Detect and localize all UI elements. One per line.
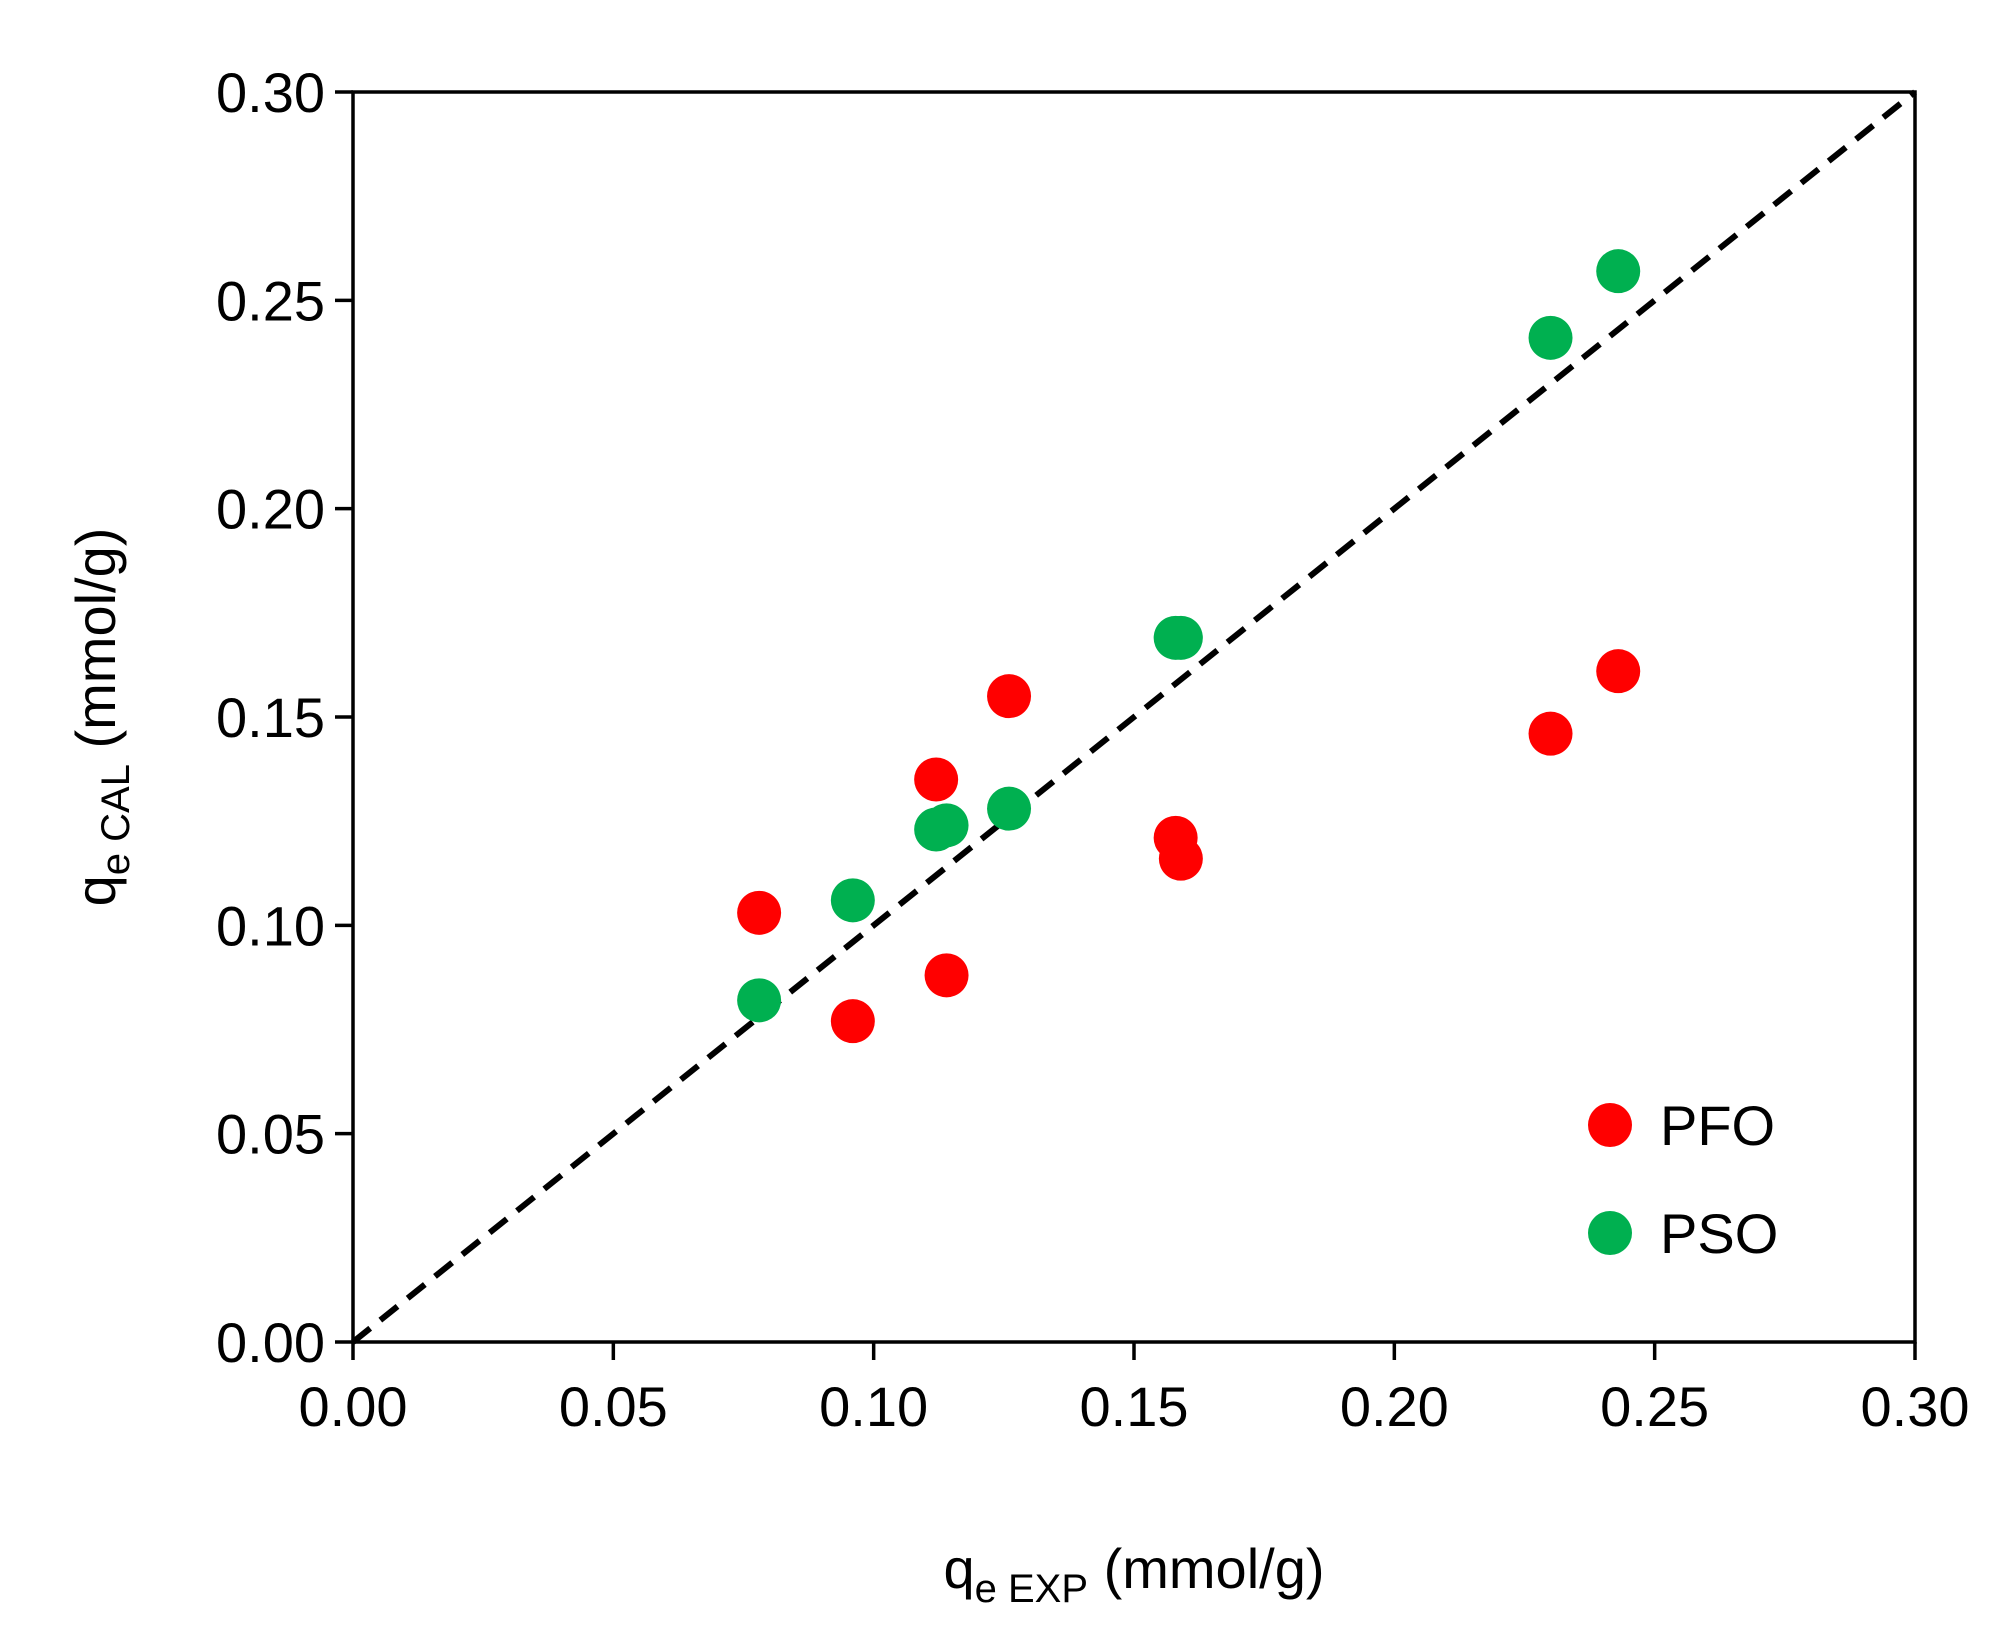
point-pso-5	[987, 786, 1032, 831]
y-tick-label: 0.05	[216, 1103, 325, 1166]
series-pfo	[737, 649, 1641, 1044]
x-axis-title: qe EXP (mmol/g)	[943, 1537, 1324, 1611]
point-pso-1	[737, 978, 782, 1023]
point-pso-2	[830, 878, 875, 923]
x-axis-title-sub: e EXP	[975, 1567, 1088, 1611]
legend-item-pso: PSO	[1588, 1202, 1778, 1265]
x-tick-label: 0.20	[1340, 1375, 1449, 1438]
y-axis-title-unit: (mmol/g)	[64, 528, 127, 764]
point-pfo-2	[830, 999, 875, 1044]
y-tick-label: 0.20	[216, 478, 325, 541]
point-pfo-1	[737, 890, 782, 935]
x-tick-label: 0.25	[1600, 1375, 1709, 1438]
point-pfo-9	[1596, 649, 1641, 694]
y-axis-title: qe CAL (mmol/g)	[64, 528, 138, 907]
point-pfo-8	[1528, 711, 1573, 756]
y-tick-label: 0.25	[216, 269, 325, 332]
point-pfo-3	[914, 757, 959, 802]
point-pso-8	[1528, 315, 1573, 360]
legend-item-pfo: PFO	[1588, 1094, 1775, 1157]
point-pfo-7	[1158, 836, 1203, 881]
x-tick-label: 0.05	[559, 1375, 668, 1438]
y-axis-title-main: q	[64, 875, 127, 906]
x-tick-label: 0.00	[299, 1375, 408, 1438]
x-axis-title-main: q	[943, 1537, 974, 1600]
y-tick-label: 0.15	[216, 686, 325, 749]
point-pfo-4	[924, 953, 969, 998]
point-pso-7	[1158, 615, 1203, 660]
point-pso-4	[924, 803, 969, 848]
x-tick-label: 0.30	[1861, 1375, 1970, 1438]
series-pso	[737, 249, 1641, 1023]
point-pso-9	[1596, 249, 1641, 294]
y-tick-label: 0.10	[216, 894, 325, 957]
x-tick-label: 0.15	[1080, 1375, 1189, 1438]
y-tick-label: 0.00	[216, 1311, 325, 1374]
legend-marker-pfo	[1588, 1103, 1632, 1147]
legend-marker-pso	[1588, 1211, 1632, 1255]
reference-line	[351, 89, 1917, 1345]
x-tick-label: 0.10	[819, 1375, 928, 1438]
legend-label: PFO	[1660, 1094, 1775, 1157]
x-axis-title-unit: (mmol/g)	[1088, 1537, 1324, 1600]
legend-label: PSO	[1660, 1202, 1778, 1265]
point-pfo-5	[987, 674, 1032, 719]
y-axis-title-sub: e CAL	[94, 764, 138, 875]
y-tick-label: 0.30	[216, 61, 325, 124]
